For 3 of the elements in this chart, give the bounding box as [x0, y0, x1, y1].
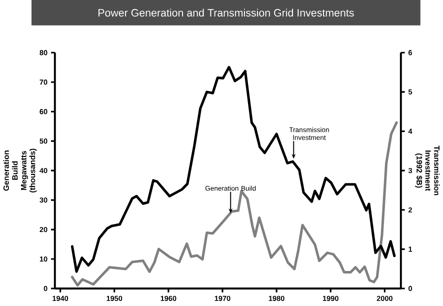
line-series	[70, 66, 396, 273]
chart-title: Power Generation and Transmission Grid Investments	[98, 8, 354, 17]
line-series	[70, 121, 398, 287]
